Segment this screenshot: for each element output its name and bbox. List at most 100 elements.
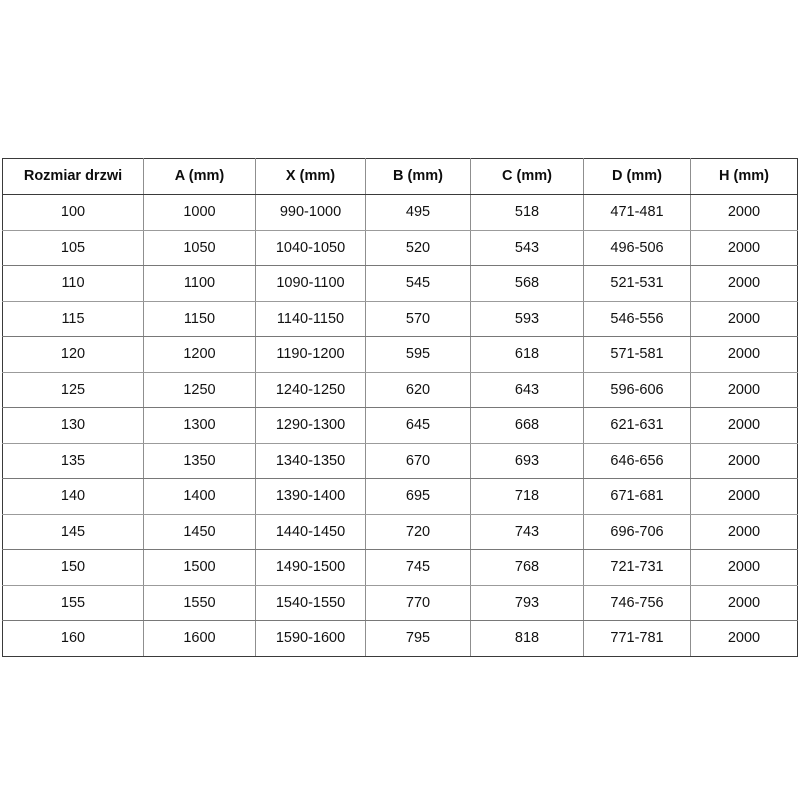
table-header-row: Rozmiar drzwi A (mm) X (mm) B (mm) C (mm… xyxy=(2,158,798,195)
cell-d: 571-581 xyxy=(583,336,691,373)
cell-x: 1190-1200 xyxy=(255,336,366,373)
cell-a: 1300 xyxy=(143,407,256,444)
cell-b: 695 xyxy=(365,478,471,515)
cell-d: 771-781 xyxy=(583,620,691,657)
table-row: 105 1050 1040-1050 520 543 496-506 2000 xyxy=(2,230,798,266)
cell-a: 1350 xyxy=(143,443,256,479)
cell-h: 2000 xyxy=(690,265,798,302)
cell-size: 125 xyxy=(2,372,144,408)
cell-h: 2000 xyxy=(690,301,798,337)
cell-d: 496-506 xyxy=(583,230,691,266)
table-row: 115 1150 1140-1150 570 593 546-556 2000 xyxy=(2,301,798,337)
column-header-b: B (mm) xyxy=(365,158,471,195)
cell-x: 1440-1450 xyxy=(255,514,366,550)
cell-d: 471-481 xyxy=(583,194,691,231)
cell-a: 1250 xyxy=(143,372,256,408)
cell-size: 145 xyxy=(2,514,144,550)
cell-c: 568 xyxy=(470,265,584,302)
cell-d: 646-656 xyxy=(583,443,691,479)
cell-a: 1450 xyxy=(143,514,256,550)
cell-c: 743 xyxy=(470,514,584,550)
table-row: 160 1600 1590-1600 795 818 771-781 2000 xyxy=(2,620,798,657)
table-row: 150 1500 1490-1500 745 768 721-731 2000 xyxy=(2,549,798,586)
cell-h: 2000 xyxy=(690,478,798,515)
cell-x: 1490-1500 xyxy=(255,549,366,586)
cell-a: 1050 xyxy=(143,230,256,266)
cell-b: 720 xyxy=(365,514,471,550)
cell-c: 718 xyxy=(470,478,584,515)
cell-d: 721-731 xyxy=(583,549,691,586)
cell-d: 546-556 xyxy=(583,301,691,337)
cell-c: 693 xyxy=(470,443,584,479)
table-header: Rozmiar drzwi A (mm) X (mm) B (mm) C (mm… xyxy=(2,158,798,195)
table-row: 110 1100 1090-1100 545 568 521-531 2000 xyxy=(2,265,798,302)
cell-size: 105 xyxy=(2,230,144,266)
column-header-a: A (mm) xyxy=(143,158,256,195)
cell-x: 1090-1100 xyxy=(255,265,366,302)
column-header-c: C (mm) xyxy=(470,158,584,195)
cell-b: 495 xyxy=(365,194,471,231)
cell-h: 2000 xyxy=(690,620,798,657)
table-body: 100 1000 990-1000 495 518 471-481 2000 105 1050 1… xyxy=(2,194,798,657)
cell-h: 2000 xyxy=(690,549,798,586)
cell-b: 745 xyxy=(365,549,471,586)
cell-size: 155 xyxy=(2,585,144,621)
cell-h: 2000 xyxy=(690,194,798,231)
cell-h: 2000 xyxy=(690,407,798,444)
cell-size: 150 xyxy=(2,549,144,586)
cell-b: 670 xyxy=(365,443,471,479)
cell-size: 140 xyxy=(2,478,144,515)
cell-d: 621-631 xyxy=(583,407,691,444)
cell-a: 1200 xyxy=(143,336,256,373)
cell-b: 545 xyxy=(365,265,471,302)
table-row: 100 1000 990-1000 495 518 471-481 2000 xyxy=(2,194,798,231)
cell-x: 1340-1350 xyxy=(255,443,366,479)
cell-size: 160 xyxy=(2,620,144,657)
column-header-size: Rozmiar drzwi xyxy=(2,158,144,195)
cell-b: 645 xyxy=(365,407,471,444)
cell-d: 696-706 xyxy=(583,514,691,550)
cell-size: 120 xyxy=(2,336,144,373)
table-row: 130 1300 1290-1300 645 668 621-631 2000 xyxy=(2,407,798,444)
cell-size: 100 xyxy=(2,194,144,231)
cell-h: 2000 xyxy=(690,514,798,550)
cell-a: 1500 xyxy=(143,549,256,586)
cell-x: 1290-1300 xyxy=(255,407,366,444)
cell-d: 746-756 xyxy=(583,585,691,621)
cell-b: 620 xyxy=(365,372,471,408)
cell-b: 520 xyxy=(365,230,471,266)
cell-c: 768 xyxy=(470,549,584,586)
cell-h: 2000 xyxy=(690,372,798,408)
table-row: 125 1250 1240-1250 620 643 596-606 2000 xyxy=(2,372,798,408)
cell-c: 543 xyxy=(470,230,584,266)
table-row: 155 1550 1540-1550 770 793 746-756 2000 xyxy=(2,585,798,621)
cell-size: 115 xyxy=(2,301,144,337)
cell-b: 570 xyxy=(365,301,471,337)
table-row: 120 1200 1190-1200 595 618 571-581 2000 xyxy=(2,336,798,373)
cell-a: 1000 xyxy=(143,194,256,231)
door-size-specification-table: Rozmiar drzwi A (mm) X (mm) B (mm) C (mm… xyxy=(2,158,798,657)
cell-c: 593 xyxy=(470,301,584,337)
column-header-d: D (mm) xyxy=(583,158,691,195)
cell-c: 518 xyxy=(470,194,584,231)
cell-b: 770 xyxy=(365,585,471,621)
column-header-h: H (mm) xyxy=(690,158,798,195)
spec-table-container: Rozmiar drzwi A (mm) X (mm) B (mm) C (mm… xyxy=(2,158,798,657)
cell-c: 818 xyxy=(470,620,584,657)
cell-a: 1600 xyxy=(143,620,256,657)
cell-a: 1550 xyxy=(143,585,256,621)
cell-x: 1390-1400 xyxy=(255,478,366,515)
cell-x: 1140-1150 xyxy=(255,301,366,337)
table-row: 135 1350 1340-1350 670 693 646-656 2000 xyxy=(2,443,798,479)
cell-x: 1240-1250 xyxy=(255,372,366,408)
cell-size: 110 xyxy=(2,265,144,302)
cell-d: 671-681 xyxy=(583,478,691,515)
cell-d: 596-606 xyxy=(583,372,691,408)
cell-x: 990-1000 xyxy=(255,194,366,231)
cell-c: 793 xyxy=(470,585,584,621)
table-row: 140 1400 1390-1400 695 718 671-681 2000 xyxy=(2,478,798,515)
cell-h: 2000 xyxy=(690,230,798,266)
cell-x: 1590-1600 xyxy=(255,620,366,657)
table-row: 145 1450 1440-1450 720 743 696-706 2000 xyxy=(2,514,798,550)
